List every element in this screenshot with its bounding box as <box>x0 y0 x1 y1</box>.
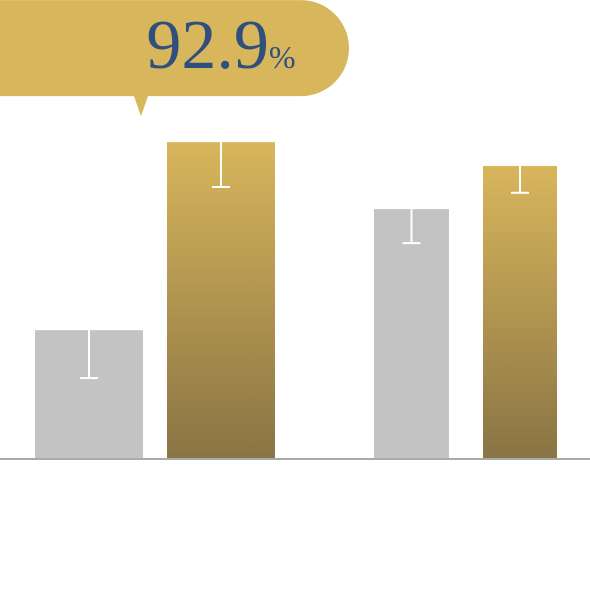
bar <box>167 142 275 458</box>
callout <box>0 0 349 117</box>
bar <box>483 165 557 458</box>
bar <box>374 209 449 458</box>
data-label: 92.9% <box>146 7 295 84</box>
